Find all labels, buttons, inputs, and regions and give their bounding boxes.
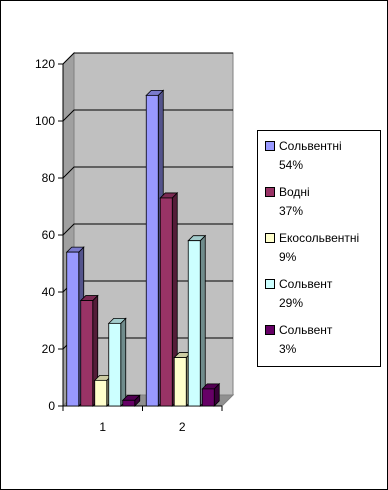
legend-swatch [265, 325, 275, 335]
bar-1-series-5 [122, 399, 136, 407]
gridline [62, 109, 233, 122]
legend-series-percent: 37% [279, 204, 304, 218]
legend-series-name: Екосольвентні [279, 231, 360, 245]
gridline [62, 223, 233, 236]
legend-series-name: Сольвентні [279, 139, 342, 153]
x-tick-label: 1 [99, 420, 106, 434]
y-tick-label: 100 [35, 114, 55, 128]
legend-series-percent: 9% [279, 250, 297, 264]
y-tick-label: 0 [48, 399, 55, 413]
legend-series-name: Сольвент [279, 323, 333, 337]
bar-2-series-2 [159, 197, 173, 407]
legend-swatch [265, 187, 275, 197]
bar-2-series-1 [145, 94, 159, 407]
legend-swatch [265, 233, 275, 243]
legend-series-percent: 3% [279, 342, 297, 356]
bar-1-series-4 [108, 322, 122, 407]
gridline [62, 52, 233, 65]
legend-series-name: Сольвент [279, 277, 333, 291]
bar-1-series-1 [66, 251, 80, 407]
gridline [62, 166, 233, 179]
y-tick-label: 120 [35, 57, 55, 71]
legend-swatch [265, 141, 275, 151]
x-tick-label: 2 [179, 420, 186, 434]
bar-2-series-4-side [199, 234, 206, 407]
bar-1-series-3 [94, 379, 108, 407]
legend-series-percent: 54% [279, 158, 304, 172]
bar-2-series-3 [173, 357, 187, 407]
bar-2-series-5 [201, 388, 215, 407]
bar-1-series-2 [80, 300, 94, 407]
legend-series-name: Водні [279, 185, 310, 199]
y-tick-label: 20 [42, 342, 56, 356]
bar-2-series-4 [187, 240, 201, 407]
legend-swatch [265, 279, 275, 289]
y-tick-label: 80 [42, 171, 56, 185]
legend-series-percent: 29% [279, 296, 304, 310]
chart-legend: Сольвентні 54% Водні 37% Екосольвентні 9% Соль… [257, 130, 381, 367]
y-tick-label: 60 [42, 228, 56, 242]
y-tick-label: 40 [42, 285, 56, 299]
bar-1-series-4-side [120, 317, 127, 407]
